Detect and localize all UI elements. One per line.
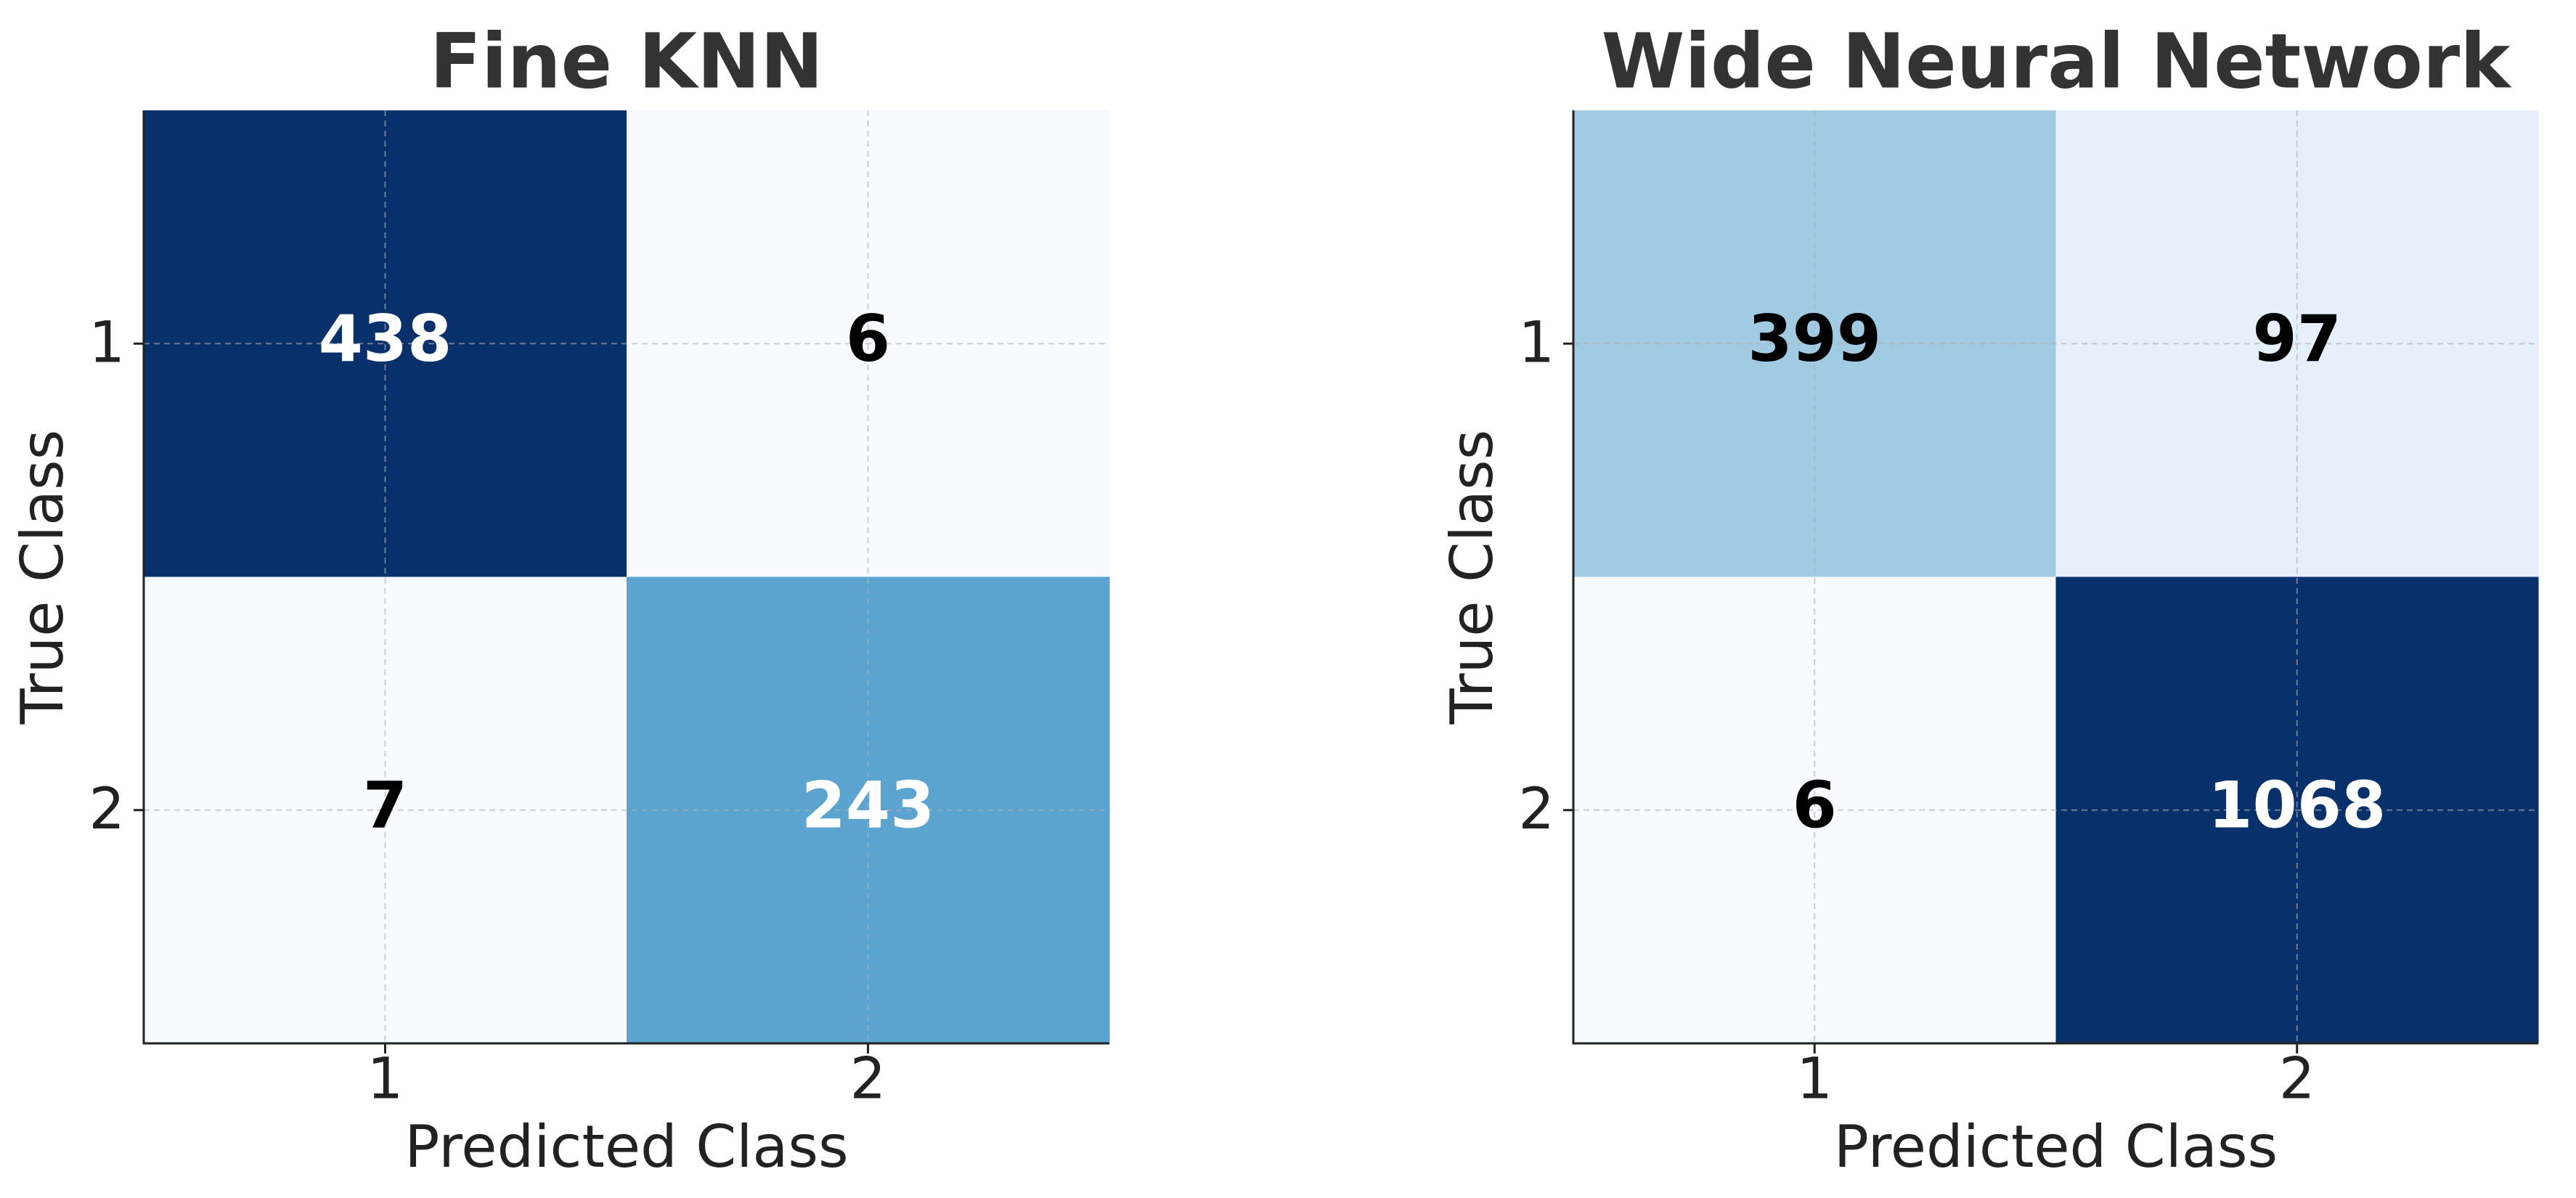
- cell-value-label: 97: [2253, 301, 2341, 376]
- cell-value-label: 6: [846, 301, 890, 376]
- x-axis-label: Predicted Class: [404, 1113, 848, 1181]
- x-tick-label: 1: [367, 1046, 404, 1112]
- heatmap-panel: 438 6 7 243 1 2 1 2 Fine KNN Predicted Class True …: [9, 17, 1110, 1181]
- chart-title: Fine KNN: [430, 17, 823, 105]
- y-tick-label: 2: [1518, 777, 1554, 842]
- y-tick-label: 2: [89, 777, 125, 842]
- x-axis-label: Predicted Class: [1834, 1113, 2278, 1181]
- x-tick-label: 2: [850, 1046, 886, 1112]
- x-tick-label: 1: [1796, 1046, 1833, 1112]
- y-tick-label: 1: [1518, 311, 1554, 376]
- cell-value-label: 399: [1748, 301, 1881, 376]
- cell-value-label: 243: [802, 768, 935, 843]
- cell-value-label: 1068: [2208, 768, 2386, 843]
- y-axis-label: True Class: [9, 430, 76, 725]
- axis-spine: [1572, 110, 2538, 1045]
- axis-spine: [142, 110, 1109, 1045]
- cell-value-label: 6: [1793, 768, 1837, 843]
- heatmap-panel: 399 97 6 1068 1 2 1 2 Wide Neural Network Predict…: [1438, 17, 2539, 1181]
- cell-value-label: 438: [319, 301, 452, 376]
- cell-value-label: 7: [363, 768, 407, 843]
- y-axis-label: True Class: [1438, 430, 1506, 725]
- x-tick-label: 2: [2279, 1046, 2315, 1112]
- y-tick-label: 1: [89, 311, 125, 376]
- chart-title: Wide Neural Network: [1602, 17, 2513, 105]
